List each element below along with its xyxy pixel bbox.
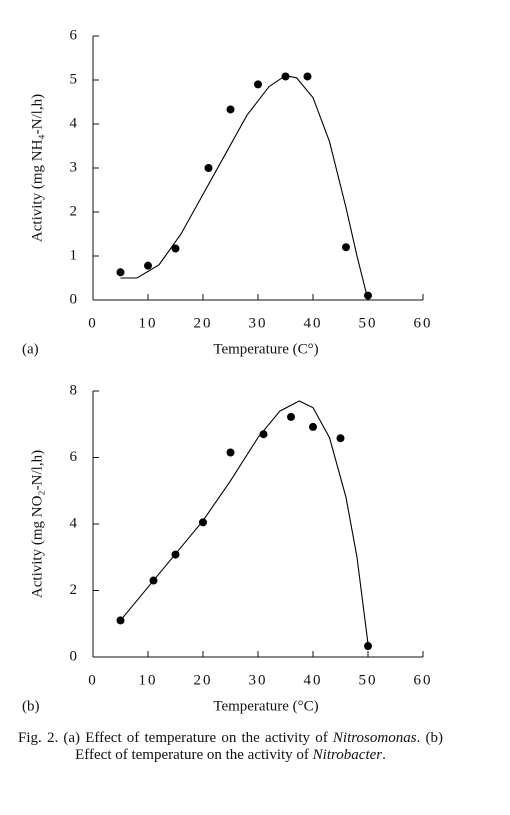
panel-label: (a) [22,341,39,357]
y-tick-label: 8 [70,382,78,398]
data-point [336,434,345,443]
data-point [259,430,268,439]
x-tick-label: 10 [139,315,158,331]
y-tick-label: 4 [70,115,78,131]
data-point [254,80,262,89]
y-tick-label: 1 [70,247,78,263]
x-tick-label: 60 [414,315,433,331]
y-tick-label: 6 [70,27,78,43]
x-tick-label: 30 [249,315,268,331]
x-tick-label: 10 [139,672,158,688]
data-point [287,412,295,421]
data-point [199,518,207,527]
caption-italic: Nitrosomonas [332,730,417,746]
caption: Fig. 2. (a) Effect of temperature on the… [18,730,443,764]
x-tick-label: 40 [304,672,323,688]
fit-curve [120,400,369,644]
data-point [226,105,235,114]
y-tick-label: 0 [70,291,78,307]
caption-text: . [382,747,386,763]
x-tick-label: 20 [194,315,213,331]
data-point [171,550,180,559]
caption-text: Fig. 2. (a) Effect of temperature on the… [18,730,333,746]
x-tick-label: 20 [194,672,213,688]
data-point [204,164,213,172]
y-tick-label: 4 [70,515,78,531]
data-point [281,72,290,81]
caption-italic: Nitrobacter [312,747,383,763]
data-point [342,243,350,252]
caption-text: . (b) Effect of temperature on the activ… [75,730,443,763]
y-tick-label: 2 [70,203,78,219]
x-tick-label: 0 [88,672,98,688]
x-tick-label: 30 [249,672,268,688]
x-tick-label: 50 [359,672,378,688]
y-tick-label: 6 [70,449,78,465]
data-point [364,291,372,300]
data-point [116,616,125,625]
data-point [364,642,372,651]
y-axis-label: Activity (mg NO₂-N/l,h) [29,450,45,598]
x-tick-label: 50 [359,315,378,331]
data-point [309,422,317,431]
y-tick-label: 5 [70,71,78,87]
x-axis-label: Temperature (C°) [213,341,318,357]
y-tick-label: 0 [70,648,78,664]
y-tick-label: 3 [70,159,78,175]
data-point [116,268,125,277]
data-point [149,576,158,585]
panel-label: (b) [22,698,40,714]
fit-curve [120,75,369,301]
y-axis-label: Activity (mg NH₄-N/l,h) [29,94,45,242]
data-point [171,244,180,253]
x-tick-label: 0 [88,315,98,331]
y-tick-label: 2 [70,582,78,598]
data-point [144,261,152,270]
data-point [303,72,312,81]
x-tick-label: 60 [414,672,433,688]
x-tick-label: 40 [304,315,323,331]
data-point [226,448,235,457]
x-axis-label: Temperature (°C) [213,698,318,714]
